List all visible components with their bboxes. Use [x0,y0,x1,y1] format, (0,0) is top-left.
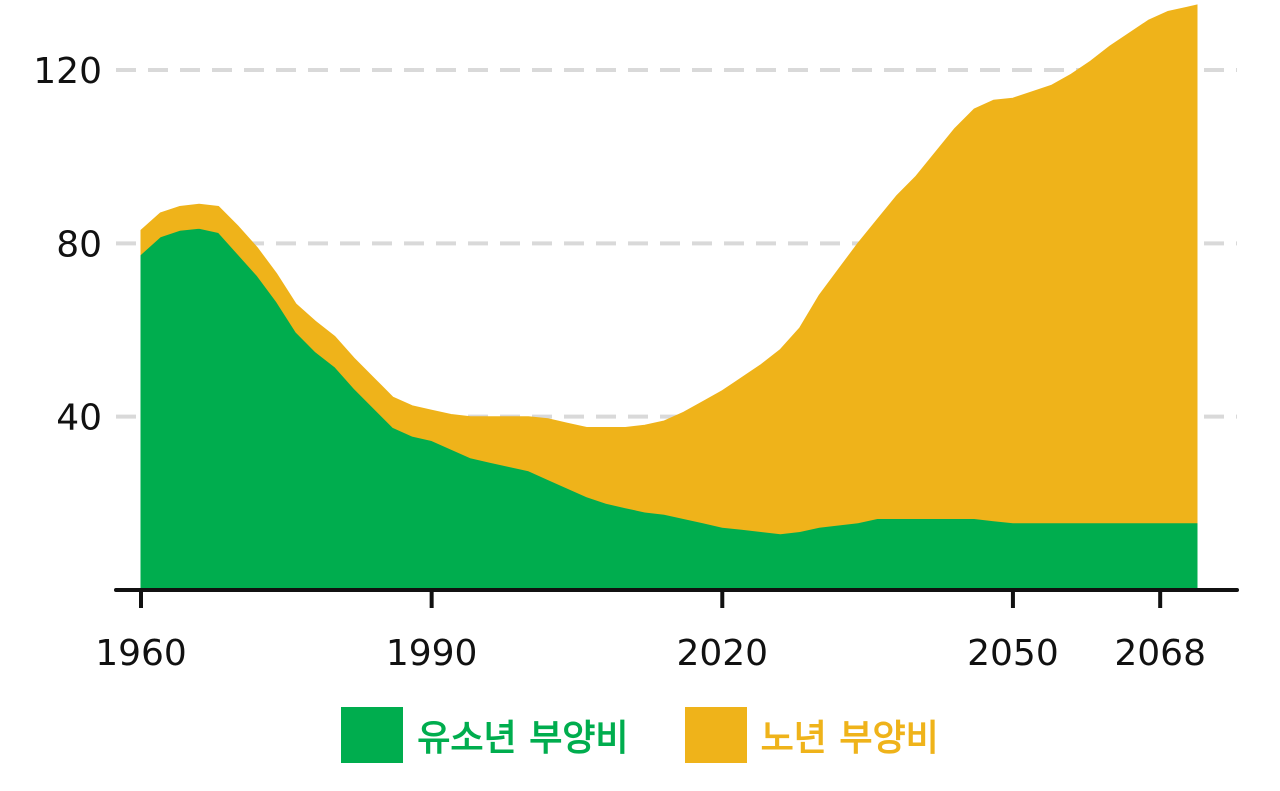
y-tick-label: 120 [33,51,102,92]
x-tick-label: 2068 [1114,633,1206,674]
x-tick-label: 1960 [95,633,187,674]
stacked-area-chart: 40 80 120 1960 1990 2020 2050 2068 [33,4,1239,674]
area-series-1 [140,4,1198,535]
x-tick-label: 2020 [676,633,768,674]
x-tick-label: 2050 [967,633,1059,674]
x-tick-labels: 1960 1990 2020 2050 2068 [95,633,1206,674]
area-series-group [140,4,1198,591]
legend-item-youth: 유소년 부양비 [341,707,629,763]
y-tick-label: 40 [56,398,102,439]
legend-item-elderly: 노년 부양비 [684,707,939,763]
legend-swatch-youth [341,707,404,763]
axes [114,588,1239,608]
y-tick-label: 80 [56,224,102,265]
legend-swatch-elderly [684,707,747,763]
y-tick-labels: 40 80 120 [33,51,102,439]
x-tick-label: 1990 [386,633,478,674]
legend-label-elderly: 노년 부양비 [760,718,939,759]
legend-label-youth: 유소년 부양비 [417,718,629,759]
legend: 유소년 부양비 노년 부양비 [0,700,1280,770]
